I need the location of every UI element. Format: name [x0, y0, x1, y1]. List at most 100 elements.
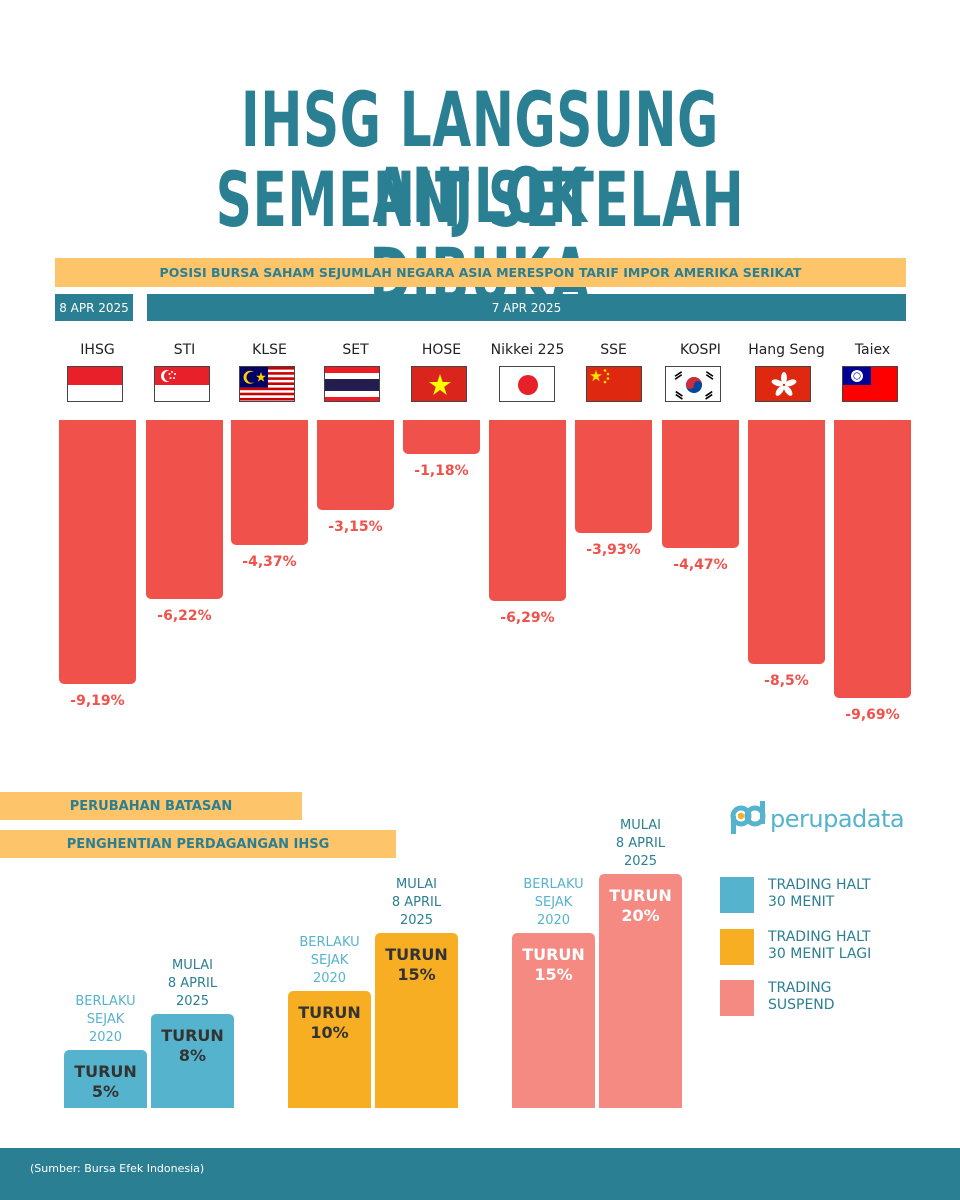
- legend-line: SUSPEND: [768, 997, 835, 1013]
- halt-bar-salmon-15: TURUN 15%: [512, 932, 595, 1108]
- halt-bar-label-top: TURUN: [522, 944, 585, 964]
- halt-bar-label-bottom: 5%: [91, 1081, 120, 1101]
- value-label: -3,93%: [586, 541, 641, 558]
- halt-bar-caption: BERLAKU SEJAK 2020: [280, 934, 380, 988]
- caption-line: MULAI: [396, 876, 437, 892]
- legend-text: TRADING HALT 30 MENIT: [768, 877, 871, 911]
- date-band-left: 8 APR 2025: [55, 294, 133, 321]
- market-name: Taiex: [854, 342, 891, 358]
- halt-bar-caption: BERLAKU SEJAK 2020: [504, 876, 604, 930]
- caption-line: MULAI: [172, 958, 213, 974]
- perupadata-logo-text: perupadata: [770, 805, 905, 833]
- page-title-line-1: IHSG LANGSUNG ANJLOK: [241, 75, 719, 240]
- market-name: Hang Seng: [748, 342, 825, 358]
- halt-bar-salmon-20: TURUN 20%: [599, 874, 682, 1108]
- halt-bar-caption: MULAI 8 APRIL 2025: [367, 876, 467, 930]
- date-left-text: 8 APR 2025: [59, 300, 129, 315]
- subtitle-band: POSISI BURSA SAHAM SEJUMLAH NEGARA ASIA …: [55, 258, 906, 287]
- caption-line: 2025: [175, 994, 210, 1010]
- caption-line: SEJAK: [86, 1011, 125, 1027]
- halt-bar-label-bottom: 15%: [397, 964, 436, 984]
- bar-nikkei-225: [489, 420, 566, 601]
- market-name: HOSE: [421, 342, 462, 358]
- section-title-2: PENGHENTIAN PERDAGANGAN IHSG: [66, 836, 330, 852]
- caption-line: 2020: [536, 912, 571, 928]
- halt-bar-label-bottom: 20%: [621, 906, 660, 925]
- caption-line: 8 APRIL: [167, 976, 218, 992]
- halt-bar-label-bottom: 15%: [534, 964, 573, 984]
- bar-sti: [146, 420, 223, 599]
- section-title-1: PERUBAHAN BATASAN: [69, 798, 233, 814]
- market-name: Nikkei 225: [490, 342, 565, 358]
- halt-bar-label-bottom: 10%: [310, 1023, 349, 1042]
- vietnam-flag: [411, 366, 467, 402]
- subtitle-band-text: POSISI BURSA SAHAM SEJUMLAH NEGARA ASIA …: [159, 265, 802, 280]
- halt-bar-label-top: TURUN: [298, 1003, 361, 1022]
- japan-flag: [499, 366, 555, 402]
- value-label: -4,47%: [673, 557, 728, 574]
- bar-set: [317, 420, 394, 511]
- value-label: -6,29%: [500, 609, 555, 626]
- indonesia-flag: [67, 366, 123, 402]
- date-band-right: 7 APR 2025: [147, 294, 906, 321]
- caption-line: 2025: [399, 912, 434, 928]
- malaysia-flag: [239, 366, 295, 402]
- value-label: -3,15%: [328, 519, 383, 536]
- value-label: -4,37%: [242, 554, 297, 571]
- legend-line: 30 MENIT LAGI: [768, 946, 872, 962]
- halt-bar-label-top: TURUN: [161, 1026, 224, 1046]
- perupadata-logo-mark: [730, 801, 766, 834]
- legend-line: TRADING: [768, 980, 832, 996]
- value-label: -8,5%: [764, 672, 809, 689]
- bar-ihsg: [59, 420, 136, 684]
- legend-swatch-blue: [720, 877, 754, 913]
- halt-bar-label-bottom: 8%: [178, 1046, 207, 1066]
- hong-kong-flag: [755, 366, 811, 402]
- taiwan-flag: [842, 366, 898, 402]
- bar-klse: [231, 420, 308, 546]
- source-text: (Sumber: Bursa Efek Indonesia): [30, 1162, 205, 1175]
- section-band-1: PERUBAHAN BATASAN: [0, 792, 302, 820]
- value-label: -6,22%: [157, 607, 212, 624]
- caption-line: 8 APRIL: [615, 836, 666, 851]
- singapore-flag: [154, 366, 210, 402]
- china-flag: [586, 366, 642, 402]
- caption-line: SEJAK: [310, 953, 349, 968]
- legend-text: TRADING HALT 30 MENIT LAGI: [768, 929, 871, 963]
- legend-swatch-orange: [720, 929, 754, 965]
- halt-bar-label-top: TURUN: [609, 886, 672, 905]
- footer: (Sumber: Bursa Efek Indonesia): [0, 1148, 960, 1200]
- halt-bar-label-top: TURUN: [74, 1061, 137, 1081]
- legend-line: TRADING HALT: [768, 929, 871, 945]
- market-name: SET: [342, 342, 369, 358]
- date-right-text: 7 APR 2025: [491, 300, 562, 315]
- bar-kospi: [662, 420, 739, 549]
- caption-line: 8 APRIL: [391, 894, 442, 910]
- market-name: STI: [173, 342, 196, 358]
- legend-line: 30 MENIT: [768, 894, 835, 910]
- value-label: -9,69%: [845, 707, 900, 724]
- caption-line: BERLAKU: [299, 935, 360, 950]
- bar-sse: [575, 420, 652, 533]
- halt-bar-caption: BERLAKU SEJAK 2020: [56, 993, 156, 1047]
- halt-bar-blue-8: TURUN 8%: [151, 1014, 234, 1108]
- perupadata-logo: perupadata: [728, 801, 905, 837]
- section-band-2: PENGHENTIAN PERDAGANGAN IHSG: [0, 830, 396, 858]
- caption-line: 2020: [312, 971, 347, 986]
- halt-bar-caption: MULAI 8 APRIL 2025: [591, 817, 691, 871]
- thailand-flag: [324, 366, 380, 402]
- caption-line: SEJAK: [534, 894, 573, 910]
- halt-bar-blue-5: TURUN 5%: [64, 1049, 147, 1108]
- bar-hang-seng: [748, 420, 825, 664]
- bar-taiex: [834, 420, 911, 699]
- halt-bar-orange-10: TURUN 10%: [288, 991, 371, 1108]
- caption-line: MULAI: [620, 818, 661, 833]
- page-title-line-2: SEMENIT SETELAH DIBUKA: [215, 155, 745, 314]
- legend-text: TRADING SUSPEND: [768, 980, 835, 1014]
- halt-bar-label-top: TURUN: [385, 944, 448, 964]
- legend-swatch-salmon: [720, 980, 754, 1016]
- market-name: KLSE: [252, 342, 287, 358]
- bar-hose: [403, 420, 480, 454]
- market-name: IHSG: [80, 342, 115, 358]
- legend-line: TRADING HALT: [768, 877, 871, 893]
